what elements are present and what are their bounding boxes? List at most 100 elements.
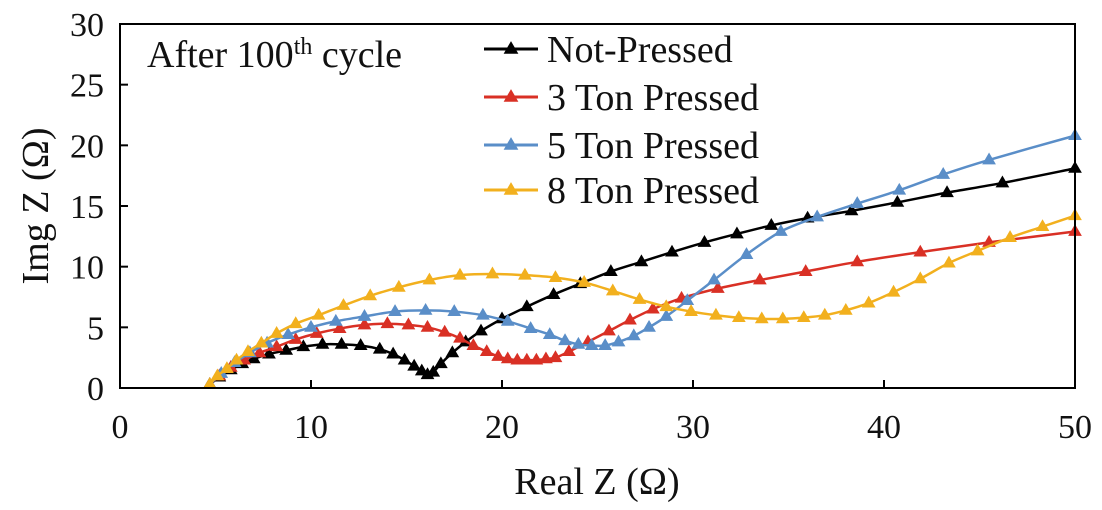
data-point-8-ton-pressed [709,307,723,320]
data-point-not-pressed [519,299,534,312]
data-point-not-pressed [407,358,422,371]
data-point-5-ton-pressed [739,247,754,259]
data-point-3-ton-pressed [510,352,525,365]
data-point-3-ton-pressed [561,344,576,357]
data-point-not-pressed [474,323,488,336]
data-point-3-ton-pressed [309,326,324,338]
series-8-ton-pressed [202,208,1082,389]
data-point-3-ton-pressed [401,317,416,330]
data-point-3-ton-pressed [623,312,637,325]
data-point-3-ton-pressed [798,264,813,276]
data-point-8-ton-pressed [363,288,378,301]
data-point-not-pressed [697,235,712,247]
legend-item-3-ton-pressed: 3 Ton Pressed [484,77,759,119]
data-point-5-ton-pressed [584,338,599,350]
data-point-8-ton-pressed [913,271,928,284]
data-point-3-ton-pressed [466,338,481,350]
data-point-8-ton-pressed [548,270,563,283]
data-point-8-ton-pressed [1003,230,1017,242]
legend-item-8-ton-pressed: 8 Ton Pressed [484,170,759,212]
data-point-5-ton-pressed [304,319,318,332]
data-point-8-ton-pressed [210,368,225,381]
y-ticks: 0 5 10 15 20 25 30 [70,7,128,408]
series-line-5-ton-pressed [208,134,1077,386]
data-point-5-ton-pressed [982,152,996,165]
data-point-8-ton-pressed [229,352,244,365]
data-point-3-ton-pressed [850,254,865,267]
data-point-8-ton-pressed [775,311,790,324]
y-tick-label: 20 [70,128,104,165]
data-point-not-pressed [890,194,905,207]
data-point-5-ton-pressed [476,307,490,320]
x-tick-label: 40 [867,409,901,446]
data-point-8-ton-pressed [336,298,351,310]
y-tick-label: 10 [70,250,104,287]
data-point-not-pressed [315,336,330,349]
data-point-5-ton-pressed [328,313,343,326]
data-point-5-ton-pressed [707,272,721,285]
data-point-not-pressed [730,226,744,239]
x-tick-label: 20 [485,409,519,446]
data-point-not-pressed [334,336,349,349]
data-point-8-ton-pressed [311,307,326,320]
data-point-8-ton-pressed [754,311,769,324]
x-axis-title: Real Z (Ω) [514,461,679,503]
data-point-8-ton-pressed [632,292,647,304]
data-point-8-ton-pressed [861,295,876,308]
data-point-3-ton-pressed [332,321,347,333]
data-point-5-ton-pressed [680,293,695,306]
x-tick-label: 50 [1058,409,1092,446]
data-point-3-ton-pressed [539,351,553,364]
legend-marker-not-pressed [503,41,519,54]
legend-label-5-ton-pressed: 5 Ton Pressed [547,125,759,167]
y-tick-label: 5 [87,310,104,347]
data-point-3-ton-pressed [646,301,660,314]
data-point-not-pressed [353,338,368,350]
data-point-5-ton-pressed [571,336,586,349]
data-point-8-ton-pressed [391,279,406,292]
data-point-not-pressed [634,254,649,267]
data-point-8-ton-pressed [605,283,620,296]
data-point-not-pressed [386,346,400,359]
cycle-annotation-suffix: cycle [312,34,402,76]
data-point-not-pressed [426,364,441,377]
data-point-3-ton-pressed [357,317,372,330]
data-point-8-ton-pressed [1035,219,1050,232]
data-point-5-ton-pressed [642,319,656,332]
data-point-5-ton-pressed [500,313,515,326]
series-5-ton-pressed [202,128,1082,389]
data-point-5-ton-pressed [611,334,626,347]
x-tick-label: 10 [294,409,328,446]
data-point-8-ton-pressed [886,284,901,297]
legend-label-not-pressed: Not-Pressed [547,29,733,71]
data-point-5-ton-pressed [850,196,865,208]
data-point-not-pressed [940,185,954,198]
data-point-5-ton-pressed [659,309,674,321]
data-point-3-ton-pressed [380,316,395,329]
legend-marker-8-ton-pressed [503,182,519,195]
y-tick-label: 30 [70,7,104,44]
data-point-5-ton-pressed [892,182,907,195]
data-point-not-pressed [995,175,1010,188]
data-point-8-ton-pressed [241,344,255,357]
data-point-5-ton-pressed [936,167,951,179]
data-point-8-ton-pressed [659,299,674,312]
data-point-not-pressed [279,342,294,355]
data-point-5-ton-pressed [281,327,295,340]
data-point-3-ton-pressed [479,344,494,357]
data-point-3-ton-pressed [752,272,767,285]
legend-item-not-pressed: Not-Pressed [484,29,733,71]
series-layer [202,128,1082,389]
data-point-3-ton-pressed [491,349,506,361]
data-point-8-ton-pressed [577,275,591,287]
legend-item-5-ton-pressed: 5 Ton Pressed [484,125,759,167]
data-point-not-pressed [372,341,387,354]
plot-background [120,24,1075,388]
axes-layer: 0 10 20 30 40 50 0 5 10 15 20 25 30 [70,7,1092,446]
data-point-not-pressed [764,218,779,230]
x-tick-label: 30 [676,409,710,446]
data-point-not-pressed [604,264,618,276]
y-tick-label: 25 [70,68,104,105]
data-point-8-ton-pressed [942,255,956,268]
